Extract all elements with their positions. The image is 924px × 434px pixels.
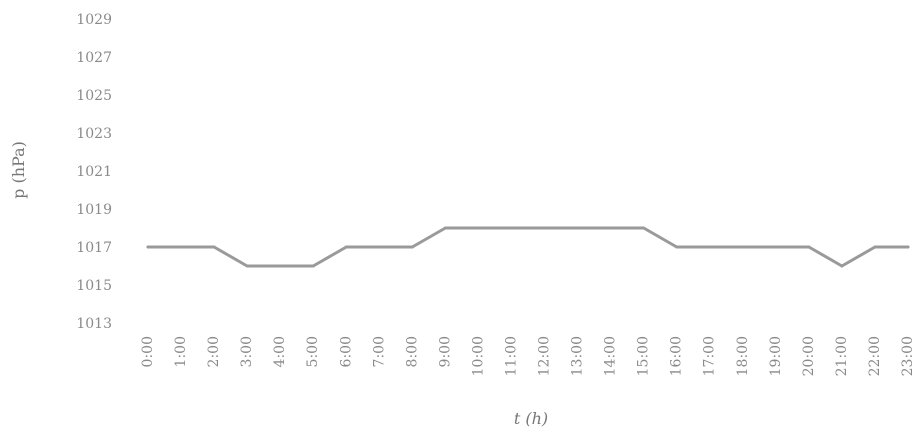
data-point [675, 245, 679, 249]
y-tick-label: 1013 [76, 316, 112, 332]
y-tick-label: 1027 [76, 50, 112, 66]
data-point [476, 226, 480, 230]
data-point [146, 245, 150, 249]
x-tick-label: 16:00 [669, 336, 685, 376]
y-tick-label: 1015 [76, 278, 112, 294]
data-point [543, 226, 547, 230]
x-tick-label: 6:00 [338, 336, 354, 367]
x-tick-label: 21:00 [834, 336, 850, 376]
x-tick-label: 4:00 [272, 336, 288, 367]
y-axis-label: p (hPa) [9, 141, 28, 199]
y-tick-label: 1019 [76, 202, 112, 218]
x-tick-label: 8:00 [404, 336, 420, 367]
x-tick-label: 17:00 [702, 336, 718, 376]
x-tick-label: 19:00 [768, 336, 784, 376]
x-tick-label: 13:00 [570, 336, 586, 376]
y-tick-labels: 1013 1015 1017 1019 1021 1023 1025 1027 1029 [76, 12, 112, 332]
x-axis-label: t (h) [514, 409, 548, 428]
data-point [410, 245, 414, 249]
data-point [278, 264, 282, 268]
series-group [146, 226, 910, 268]
data-point [576, 226, 580, 230]
y-tick-label: 1017 [76, 240, 112, 256]
data-point [344, 245, 348, 249]
data-point [245, 264, 249, 268]
data-point [311, 264, 315, 268]
y-tick-label: 1021 [76, 164, 112, 180]
x-tick-label: 15:00 [636, 336, 652, 376]
x-tick-label: 7:00 [371, 336, 387, 367]
data-point [212, 245, 216, 249]
x-tick-label: 12:00 [537, 336, 553, 376]
data-point [708, 245, 712, 249]
y-tick-label: 1025 [76, 88, 112, 104]
data-point [774, 245, 778, 249]
x-tick-label: 3:00 [239, 336, 255, 367]
x-tick-label: 11:00 [503, 336, 519, 376]
y-tick-label: 1023 [76, 126, 112, 142]
data-point [377, 245, 381, 249]
y-tick-label: 1029 [76, 12, 112, 28]
data-point [509, 226, 513, 230]
data-point [840, 264, 844, 268]
data-point [741, 245, 745, 249]
data-point [609, 226, 613, 230]
data-point [873, 245, 877, 249]
data-point [906, 245, 910, 249]
x-tick-label: 18:00 [735, 336, 751, 376]
x-tick-label: 22:00 [867, 336, 883, 376]
x-tick-label: 23:00 [900, 336, 916, 376]
x-tick-label: 0:00 [140, 336, 156, 367]
data-point [179, 245, 183, 249]
data-point [642, 226, 646, 230]
x-tick-label: 10:00 [470, 336, 486, 376]
x-tick-label: 1:00 [173, 336, 189, 367]
x-tick-label: 5:00 [305, 336, 321, 367]
x-tick-labels: 0:00 1:00 2:00 3:00 4:00 5:00 6:00 7:00 8:00 9:00… [140, 336, 916, 376]
data-point [807, 245, 811, 249]
x-tick-label: 9:00 [437, 336, 453, 367]
series-line [146, 226, 910, 268]
x-tick-label: 14:00 [603, 336, 619, 376]
x-tick-label: 2:00 [206, 336, 222, 367]
data-point [443, 226, 447, 230]
x-tick-label: 20:00 [801, 336, 817, 376]
